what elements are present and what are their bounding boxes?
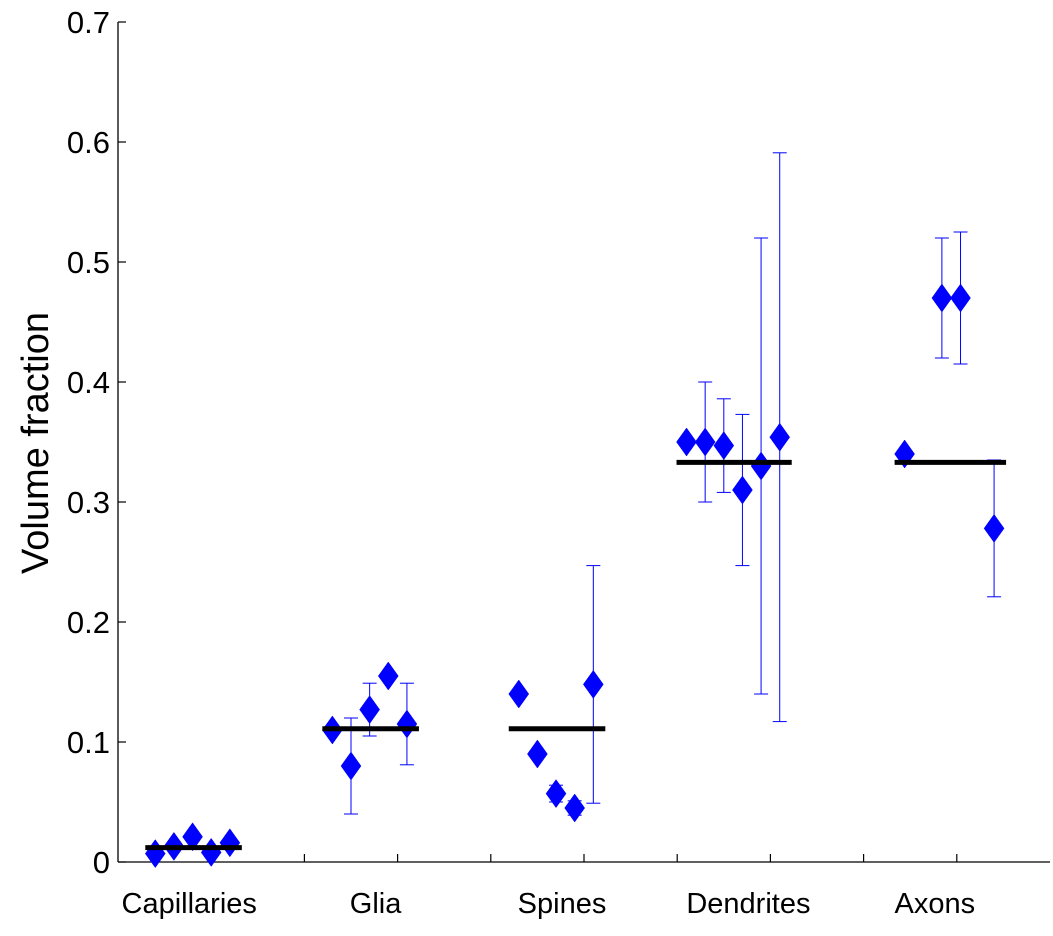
data-point-dendrites <box>750 451 772 481</box>
data-point-capillaries <box>219 828 241 858</box>
data-point-capillaries <box>144 839 166 869</box>
y-axis-title: Volume fraction <box>15 312 57 574</box>
data-point-glia <box>340 751 362 781</box>
y-tick-label: 0.1 <box>67 725 110 760</box>
data-point-capillaries <box>182 822 203 852</box>
x-tick-label-glia: Glia <box>350 888 402 920</box>
data-point-glia <box>359 695 380 725</box>
data-point-dendrites <box>713 431 735 461</box>
axes-group <box>117 21 1050 863</box>
data-point-spines <box>545 779 567 809</box>
data-point-dendrites <box>769 422 791 452</box>
data-point-axons <box>983 513 1005 543</box>
data-point-glia <box>396 709 418 739</box>
data-point-spines <box>508 679 530 709</box>
y-tick-label: 0.6 <box>67 125 110 160</box>
data-point-dendrites <box>694 427 716 457</box>
x-tick-label-dendrites: Dendrites <box>686 888 810 920</box>
mean-lines-group <box>145 459 1007 851</box>
errorbars-group <box>344 152 1002 816</box>
y-tick-label: 0.4 <box>67 365 110 400</box>
data-point-spines <box>583 669 604 699</box>
labels-group: Volume fraction 0 0.1 0.2 0.3 0.4 0.5 0.6 0.7 Ca… <box>15 5 975 920</box>
y-tick-label: 0.3 <box>67 485 110 520</box>
data-point-dendrites <box>732 475 753 505</box>
data-point-spines <box>527 739 548 769</box>
x-tick-label-spines: Spines <box>518 888 607 920</box>
data-point-axons <box>931 283 953 313</box>
x-tick-label-axons: Axons <box>894 888 975 920</box>
data-point-dendrites <box>676 427 697 457</box>
points-group <box>144 283 1005 869</box>
data-point-glia <box>377 661 399 691</box>
y-tick-label: 0.2 <box>67 605 110 640</box>
y-tick-label: 0.7 <box>67 5 110 40</box>
data-point-axons <box>950 283 971 313</box>
data-point-spines <box>564 793 585 823</box>
x-tick-label-capillaries: Capillaries <box>122 888 257 920</box>
y-tick-label: 0.5 <box>67 245 110 280</box>
y-tick-label: 0 <box>93 845 110 880</box>
